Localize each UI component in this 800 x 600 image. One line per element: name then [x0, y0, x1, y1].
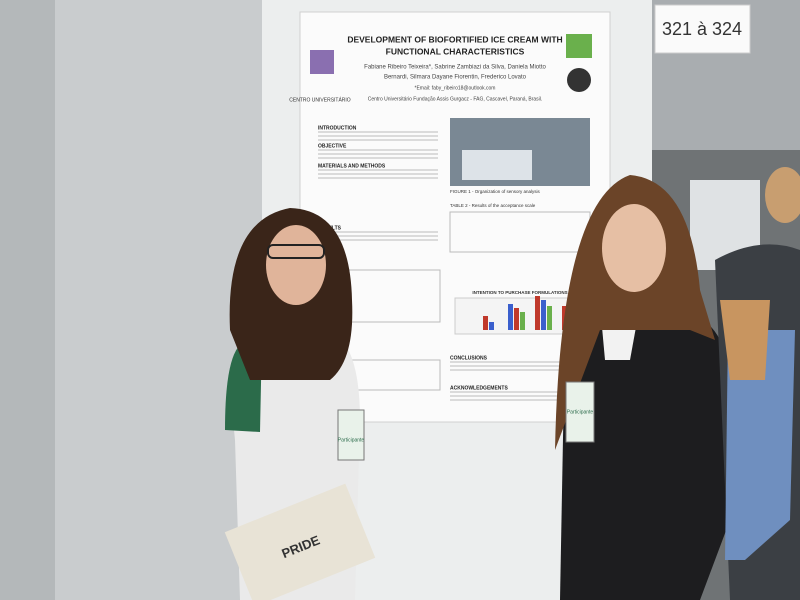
authors: Bernardi, Silmara Dayane Fiorentin, Fred…: [384, 75, 527, 81]
section-heading: CONCLUSIONS: [450, 355, 488, 361]
badge-text: Participante: [567, 409, 594, 415]
hair: [765, 167, 800, 223]
table-caption: TABLE 2 - Results of the acceptance scal…: [450, 203, 536, 208]
logo: [310, 50, 334, 74]
person-right-face: [602, 204, 666, 292]
badge-right: [565, 381, 595, 443]
poster-title: FUNCTIONAL CHARACTERISTICS: [386, 46, 525, 56]
panel-edge: [0, 0, 55, 600]
sections: INTRODUCTION OBJECTIVE MATERIALS AND METHO…: [318, 125, 570, 401]
badge-left: [337, 409, 365, 461]
book: [224, 483, 376, 600]
poster-title: DEVELOPMENT OF BIOFORTIFIED ICE CREAM WI…: [347, 34, 562, 44]
authors: Fabiane Ribeiro Teixeira*, Sabrine Zambi…: [364, 65, 546, 71]
poster: [299, 11, 611, 423]
section-heading: INTRODUCTION: [318, 125, 357, 131]
email: *Email: faby_ribeiro18@outlook.com: [415, 85, 496, 91]
figure-detail: [462, 150, 532, 180]
bag: [720, 300, 770, 380]
glasses: [267, 244, 325, 259]
section-heading: ACKNOWLEDGEMENTS: [450, 385, 508, 391]
logo-text: CENTRO UNIVERSITÁRIO: [289, 96, 351, 103]
badge-text: Participante: [338, 437, 365, 443]
logo-right: [566, 34, 592, 58]
figure-caption: FIGURE 1 - Organization of sensory analy…: [450, 189, 541, 194]
chart-title: INTENTION TO PURCHASE FORMULATIONS: [472, 290, 567, 295]
logo-seal: [567, 68, 591, 92]
person-right-hair: [555, 175, 715, 450]
person-left-face: [266, 225, 326, 305]
section-heading: MATERIALS AND METHODS: [318, 163, 386, 169]
sign-text: 321 à 324: [662, 19, 742, 39]
section-heading: OBJECTIVE: [318, 143, 347, 149]
institution: Centro Universitário Fundação Assis Gurg…: [368, 96, 543, 102]
person-right-jacket: [560, 300, 730, 600]
jeans: [725, 330, 795, 560]
sign-board: [654, 4, 751, 54]
